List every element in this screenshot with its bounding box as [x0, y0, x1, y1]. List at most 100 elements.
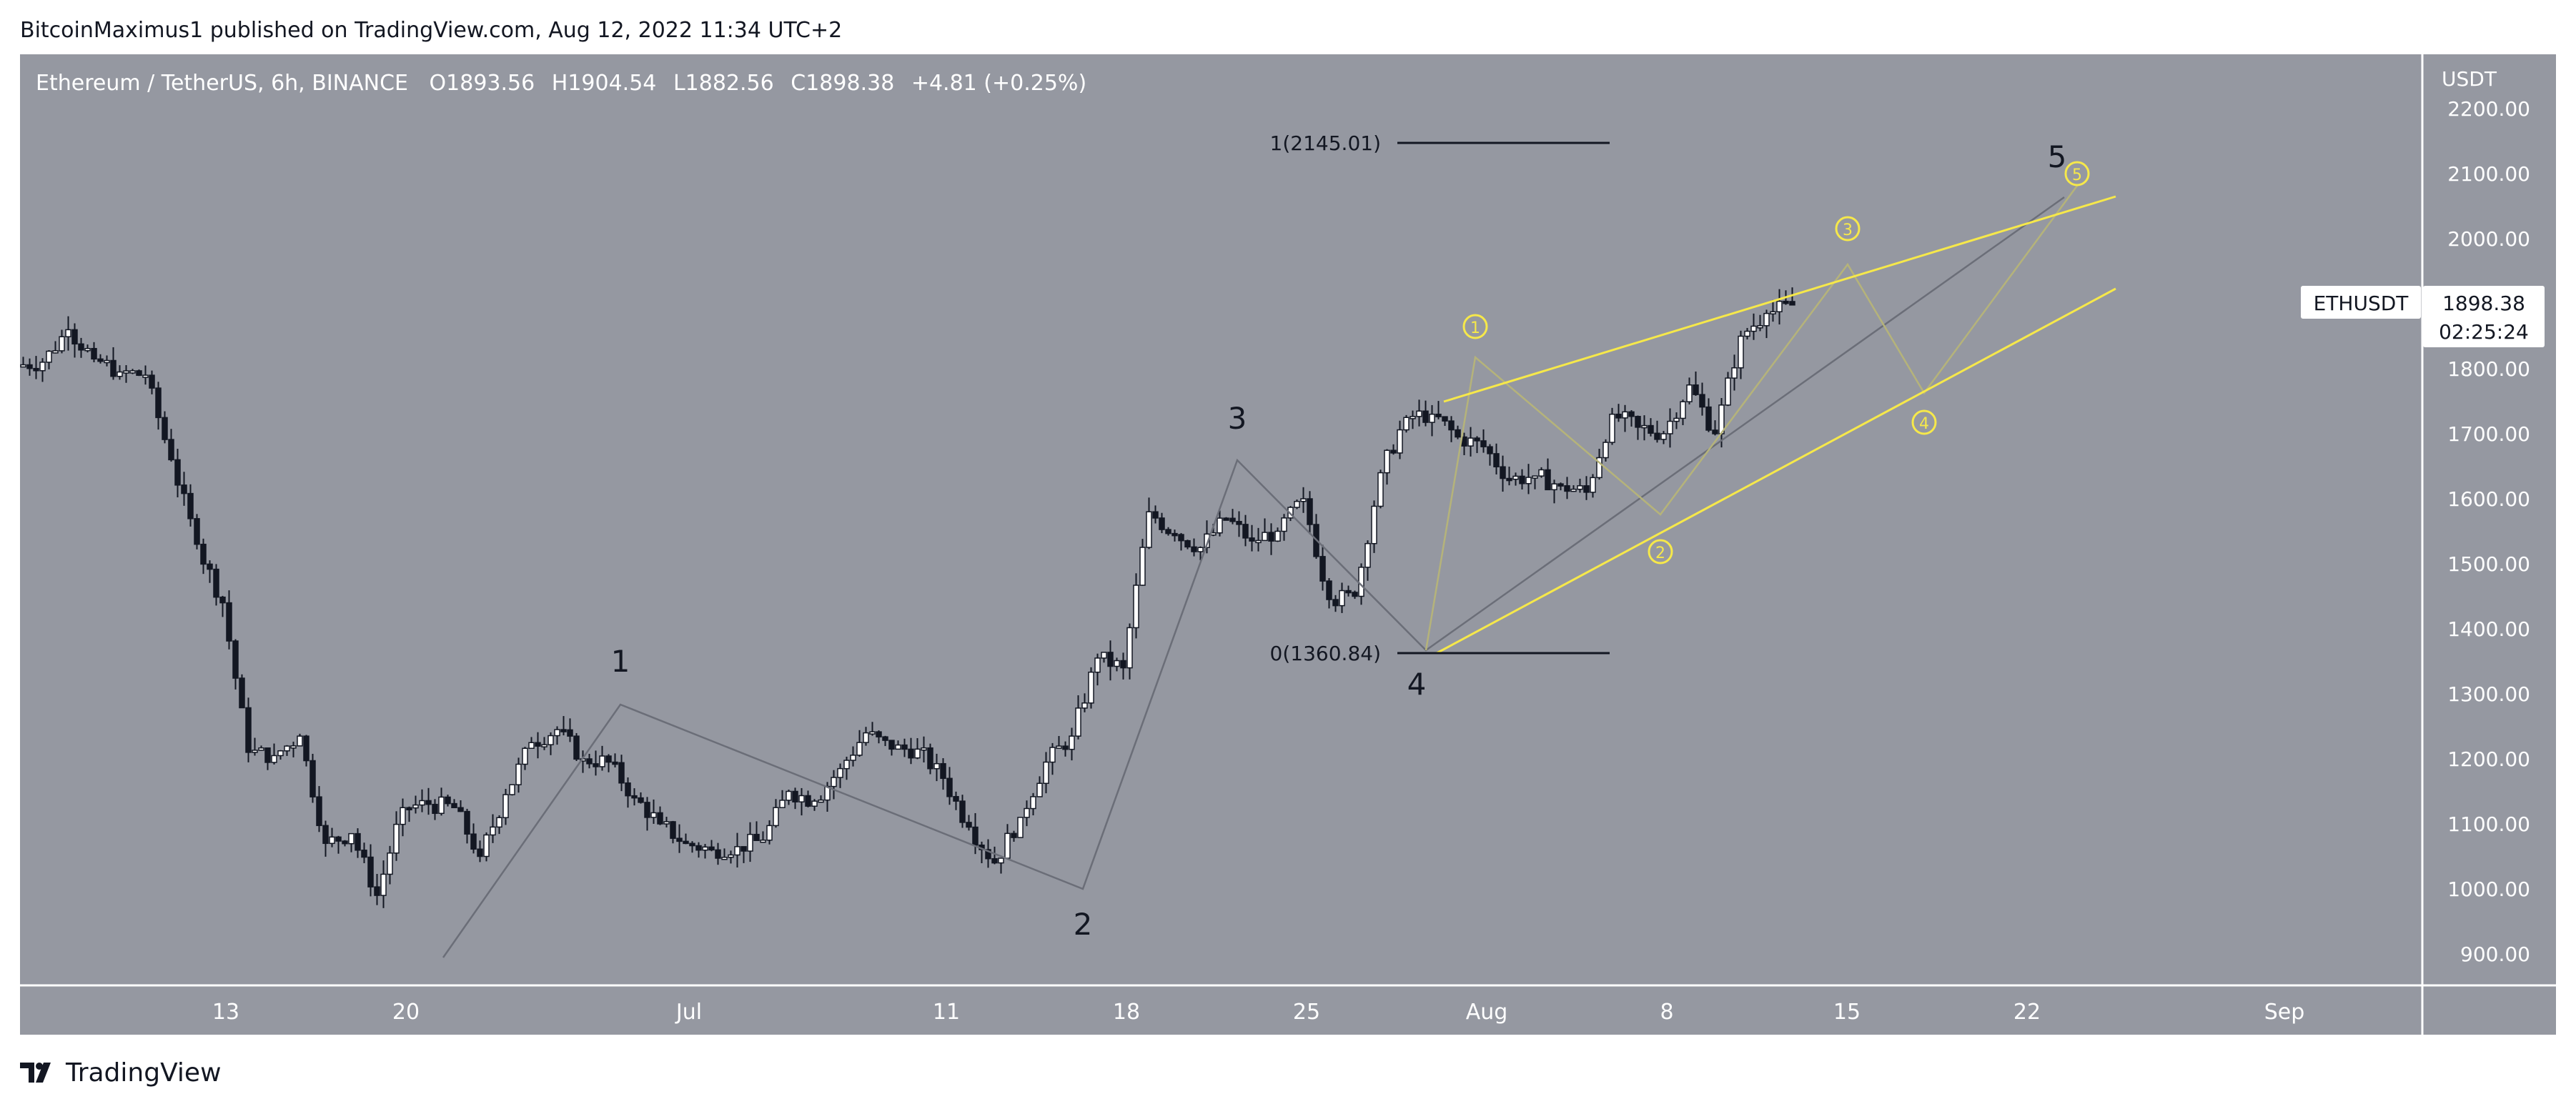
candle[interactable]	[985, 839, 991, 868]
candle[interactable]	[374, 874, 380, 905]
candle[interactable]	[1410, 410, 1416, 429]
candle[interactable]	[1493, 443, 1500, 474]
candle[interactable]	[264, 747, 271, 770]
candle[interactable]	[65, 316, 71, 351]
candle[interactable]	[329, 827, 335, 847]
candle[interactable]	[110, 347, 117, 380]
candle[interactable]	[1294, 499, 1300, 509]
candle[interactable]	[71, 323, 78, 358]
candle[interactable]	[1017, 817, 1024, 838]
candle[interactable]	[219, 595, 226, 617]
candle[interactable]	[438, 787, 445, 816]
candle[interactable]	[1364, 540, 1371, 581]
candle[interactable]	[1680, 399, 1686, 425]
candle[interactable]	[734, 832, 740, 867]
candle[interactable]	[1744, 327, 1750, 340]
candle[interactable]	[1699, 382, 1705, 416]
candle[interactable]	[567, 718, 573, 742]
candle[interactable]	[843, 757, 850, 780]
candle[interactable]	[1339, 582, 1345, 613]
candle[interactable]	[1693, 371, 1699, 396]
candle[interactable]	[586, 753, 593, 769]
candle[interactable]	[226, 590, 232, 650]
candle[interactable]	[387, 845, 393, 885]
candle[interactable]	[232, 639, 239, 690]
candle[interactable]	[457, 800, 464, 812]
candle[interactable]	[1262, 518, 1268, 542]
candle[interactable]	[1075, 695, 1081, 740]
candle[interactable]	[1036, 776, 1043, 797]
main-wave-path[interactable]	[442, 196, 2065, 958]
candle[interactable]	[1030, 792, 1036, 816]
candle[interactable]	[1236, 511, 1242, 537]
candle[interactable]	[1500, 455, 1506, 492]
candle[interactable]	[252, 737, 258, 756]
candle[interactable]	[1371, 500, 1377, 553]
candle[interactable]	[1532, 475, 1538, 489]
candle[interactable]	[1738, 330, 1744, 379]
candle[interactable]	[1049, 742, 1056, 775]
candle[interactable]	[1088, 667, 1094, 709]
candle[interactable]	[998, 857, 1004, 874]
candle[interactable]	[1570, 485, 1577, 492]
candle[interactable]	[946, 767, 953, 805]
candle[interactable]	[483, 832, 490, 862]
candle[interactable]	[1403, 414, 1410, 433]
candle[interactable]	[470, 823, 477, 854]
candle[interactable]	[168, 429, 174, 462]
candle[interactable]	[355, 828, 361, 858]
candle[interactable]	[207, 560, 213, 583]
candle[interactable]	[20, 357, 26, 368]
candle[interactable]	[1525, 464, 1532, 494]
candle[interactable]	[200, 538, 207, 575]
candle[interactable]	[1416, 399, 1422, 427]
candle[interactable]	[1673, 412, 1680, 429]
candle[interactable]	[831, 770, 837, 800]
candle[interactable]	[258, 745, 264, 751]
candle[interactable]	[1332, 595, 1339, 612]
candle[interactable]	[715, 842, 721, 865]
candle[interactable]	[1654, 420, 1660, 443]
candle[interactable]	[78, 337, 84, 358]
candle[interactable]	[1474, 436, 1480, 454]
candle[interactable]	[284, 745, 290, 756]
candle[interactable]	[528, 737, 535, 750]
candle[interactable]	[1641, 415, 1648, 441]
candle[interactable]	[1442, 416, 1448, 427]
candle[interactable]	[1564, 477, 1570, 499]
candle[interactable]	[593, 750, 599, 776]
candle[interactable]	[1178, 532, 1184, 551]
candle[interactable]	[1011, 830, 1017, 842]
candle[interactable]	[541, 737, 548, 750]
last-price-tag[interactable]	[2423, 286, 2545, 347]
candle[interactable]	[753, 821, 760, 841]
candle[interactable]	[1319, 544, 1326, 591]
symbol-tag[interactable]	[2301, 286, 2421, 319]
candle[interactable]	[33, 356, 39, 379]
candle[interactable]	[91, 342, 97, 363]
candle[interactable]	[46, 349, 52, 369]
candle[interactable]	[1551, 479, 1557, 504]
candle[interactable]	[162, 411, 168, 444]
candle[interactable]	[1043, 752, 1049, 794]
candle[interactable]	[1667, 408, 1673, 448]
candle[interactable]	[1274, 527, 1281, 542]
candle[interactable]	[1628, 410, 1635, 427]
candle[interactable]	[322, 820, 329, 857]
candle[interactable]	[644, 797, 650, 831]
candle[interactable]	[1770, 299, 1776, 322]
candle[interactable]	[1609, 407, 1615, 445]
candle[interactable]	[953, 791, 959, 810]
candle[interactable]	[966, 815, 972, 831]
candle[interactable]	[1545, 458, 1551, 491]
candle[interactable]	[1776, 289, 1783, 325]
candle[interactable]	[361, 842, 367, 863]
candle[interactable]	[895, 740, 901, 750]
candle[interactable]	[721, 848, 728, 860]
candle[interactable]	[702, 844, 708, 859]
wedge-upper-line[interactable]	[1443, 195, 2116, 403]
candle[interactable]	[1114, 657, 1120, 672]
time-axis-area[interactable]	[20, 985, 2422, 1035]
candle[interactable]	[1069, 727, 1075, 761]
candle[interactable]	[1435, 401, 1442, 419]
